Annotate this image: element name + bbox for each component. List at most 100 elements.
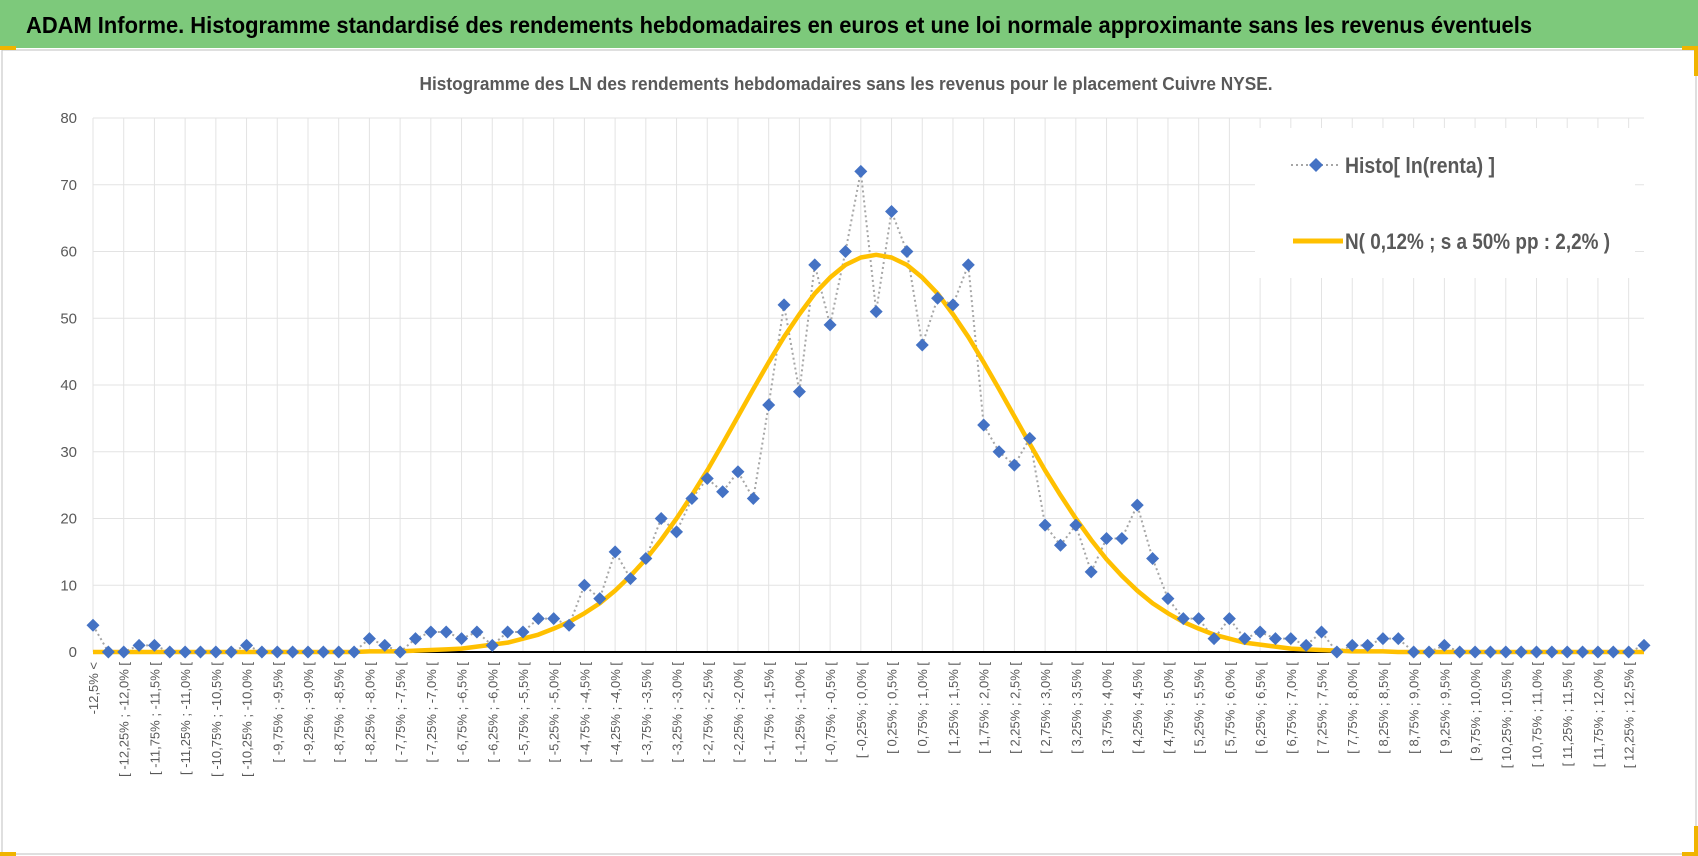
x-tick-label: [ -5,75% ; -5,5% [ <box>516 662 531 763</box>
data-point <box>1284 632 1298 646</box>
x-tick-label: [ -2,25% ; -2,0% [ <box>731 662 746 763</box>
data-point <box>762 398 776 412</box>
x-tick-label: [ 7,75% ; 8,0% [ <box>1345 662 1360 754</box>
data-point <box>931 291 945 305</box>
x-tick-label: [ 10,25% ; 10,5% [ <box>1499 662 1514 769</box>
x-tick-label: [ 9,75% ; 10,0% [ <box>1468 662 1483 761</box>
data-point <box>193 645 207 659</box>
data-point <box>716 485 730 499</box>
x-tick-label: [ -7,25% ; -7,0% [ <box>424 662 439 763</box>
x-tick-label: [ -9,75% ; -9,5% [ <box>270 662 285 763</box>
chart-title: Histogramme des LN des rendements hebdom… <box>420 74 1273 94</box>
data-point <box>1376 632 1390 646</box>
data-point <box>746 491 760 505</box>
x-tick-label: [ 0,25% ; 0,5% [ <box>885 662 900 754</box>
y-tick-label: 50 <box>60 310 77 327</box>
x-tick-label: [ 12,25% ; 12,5% [ <box>1622 662 1637 769</box>
data-point <box>485 638 499 652</box>
data-point <box>1560 645 1574 659</box>
data-point <box>838 245 852 258</box>
x-tick-label: [ 11,75% ; 12,0% [ <box>1591 662 1606 768</box>
data-point <box>1176 612 1190 626</box>
y-tick-label: 60 <box>60 244 77 261</box>
x-tick-label: [ 0,75% ; 1,0% [ <box>915 662 930 754</box>
data-point <box>1622 645 1636 659</box>
data-point <box>316 645 330 659</box>
data-point <box>639 552 653 566</box>
data-point <box>1299 638 1313 652</box>
data-point <box>946 298 960 312</box>
data-point <box>1053 538 1067 552</box>
data-point <box>593 592 607 606</box>
data-point <box>623 572 637 586</box>
chart-frame <box>1 49 1697 855</box>
data-point <box>1330 645 1344 659</box>
data-point <box>1115 532 1129 546</box>
x-tick-label: [ -10,75% ; -10,5% [ <box>209 662 224 777</box>
x-tick-label: [ 1,75% ; 2,0% [ <box>977 662 992 754</box>
data-point <box>777 298 791 312</box>
data-point <box>1591 645 1605 659</box>
data-point <box>224 645 238 659</box>
data-point <box>424 625 438 639</box>
data-point <box>86 618 100 632</box>
data-point <box>1100 532 1114 546</box>
x-tick-label: [ 3,25% ; 3,5% [ <box>1069 662 1084 754</box>
data-point <box>1023 431 1037 445</box>
corner <box>0 46 16 50</box>
data-point <box>209 645 223 659</box>
x-tick-label: [ 8,25% ; 8,5% [ <box>1376 662 1391 754</box>
x-tick-label: [ 10,75% ; 11,0% [ <box>1530 662 1545 768</box>
x-tick-label: [ -4,25% ; -4,0% [ <box>608 662 623 763</box>
data-point <box>1007 458 1021 472</box>
x-tick-label: [ 1,25% ; 1,5% [ <box>946 662 961 754</box>
data-point <box>286 645 300 659</box>
x-tick-label: [ 5,25% ; 5,5% [ <box>1192 662 1207 754</box>
data-point <box>301 645 315 659</box>
data-point <box>347 645 361 659</box>
data-point <box>1606 645 1620 659</box>
data-point <box>900 245 914 258</box>
x-tick-label: [ -0,75% ; -0,5% [ <box>823 662 838 763</box>
data-point <box>977 418 991 432</box>
legend-box <box>1255 128 1635 278</box>
data-point <box>1345 638 1359 652</box>
data-point <box>1315 625 1329 639</box>
data-point <box>255 645 269 659</box>
header-title: ADAM Informe. Histogramme standardisé de… <box>26 12 1532 38</box>
x-tick-label: [ -7,75% ; -7,5% [ <box>393 662 408 763</box>
x-tick-label: [ -6,75% ; -6,5% [ <box>455 662 470 763</box>
data-point <box>961 258 975 272</box>
x-tick-label: [ -8,75% ; -8,5% [ <box>332 662 347 763</box>
data-point <box>808 258 822 272</box>
data-point <box>393 645 407 659</box>
x-tick-label: [ -5,25% ; -5,0% [ <box>547 662 562 763</box>
legend-marker <box>1309 158 1323 172</box>
data-point <box>531 612 545 626</box>
data-point <box>685 491 699 505</box>
x-tick-label: [ 6,75% ; 7,0% [ <box>1284 662 1299 754</box>
x-tick-label: [ 7,25% ; 7,5% [ <box>1315 662 1330 754</box>
x-tick-label: [ -1,75% ; -1,5% [ <box>762 662 777 763</box>
data-point <box>654 512 668 525</box>
x-tick-label: [ -2,75% ; -2,5% [ <box>700 662 715 763</box>
data-point <box>869 305 883 319</box>
data-point <box>408 632 422 646</box>
data-point <box>1268 632 1282 646</box>
data-point <box>823 318 837 332</box>
corner <box>1694 46 1698 76</box>
data-point <box>562 618 576 632</box>
data-point <box>1253 625 1267 639</box>
data-point <box>731 465 745 479</box>
x-tick-label: -12,5% < <box>86 662 101 714</box>
data-point <box>608 545 622 559</box>
data-point <box>132 638 146 652</box>
data-point <box>1038 518 1052 532</box>
data-point <box>700 471 714 485</box>
data-point <box>1437 638 1451 652</box>
data-point <box>178 645 192 659</box>
data-point <box>792 385 806 399</box>
data-point <box>1407 645 1421 659</box>
data-point <box>362 632 376 646</box>
x-tick-label: [ 3,75% ; 4,0% [ <box>1100 662 1115 754</box>
